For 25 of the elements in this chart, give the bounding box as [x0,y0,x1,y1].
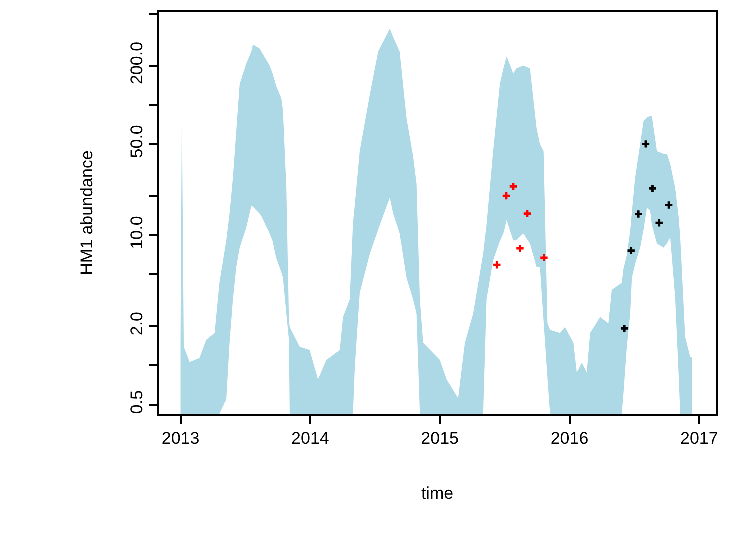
point [620,325,628,332]
point [502,192,510,200]
y-tick-label: 10.0 [127,216,146,250]
point [649,185,656,192]
x-tick-label: 2016 [550,429,589,448]
point [665,202,673,209]
point [524,210,532,218]
point [635,210,642,218]
point [540,254,548,262]
x-tick-label: 2013 [162,429,200,448]
y-tick-label: 0.5 [127,390,146,414]
x-axis-title: time [421,484,454,504]
y-tick-label: 2.0 [127,312,146,336]
point [510,183,518,190]
x-tick-label: 2017 [680,429,718,448]
point [656,220,663,227]
y-tick-label: 200.0 [127,42,146,84]
point [642,140,650,148]
y-tick-label: 50.0 [127,125,146,158]
point [628,247,635,254]
x-tick-label: 2014 [292,429,330,448]
y-axis-title: HM1 abundance [78,150,96,276]
x-tick-label: 2015 [421,429,460,448]
point [516,245,524,252]
point [494,262,501,269]
